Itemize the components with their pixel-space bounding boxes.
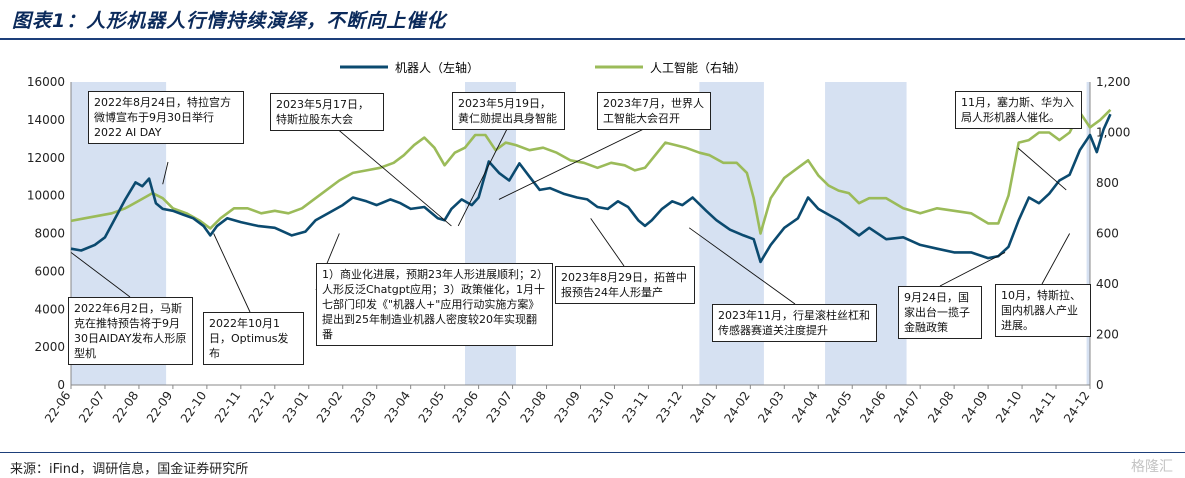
- y-left-tick-label: 8000: [34, 227, 65, 241]
- annotation-financial-policy: 9月24日，国家出台一揽子金融政策: [898, 286, 982, 339]
- annotation-connectors: [70, 120, 1071, 313]
- x-tick-label: 23-06: [450, 389, 481, 426]
- x-tick-label: 23-07: [484, 389, 515, 426]
- shaded-band-4: [1086, 82, 1090, 385]
- x-tick-label: 22-07: [76, 389, 107, 426]
- x-tick-label: 24-02: [721, 389, 752, 426]
- x-tick-label: 23-11: [619, 389, 650, 426]
- y-right-tick-label: 200: [1096, 328, 1119, 342]
- x-tick-label: 22-08: [110, 389, 141, 426]
- x-tick-label: 23-04: [382, 389, 413, 426]
- annotation-connector: [327, 120, 452, 227]
- x-tick-label: 24-05: [823, 389, 854, 426]
- ai-series-line: [70, 108, 1112, 235]
- x-tick-label: 24-11: [1027, 389, 1058, 426]
- x-tick-label: 24-03: [755, 389, 786, 426]
- chart-title: 图表1：人形机器人行情持续演绎，不断向上催化: [12, 10, 447, 32]
- x-tick-label: 22-11: [212, 389, 243, 426]
- x-tick-label: 22-09: [144, 389, 175, 426]
- annotation-connector: [688, 227, 796, 305]
- x-tick-label: 22-10: [178, 389, 209, 426]
- annotation-connector: [70, 252, 131, 298]
- x-tick-label: 24-12: [1061, 389, 1092, 426]
- x-tick-label: 24-04: [789, 389, 820, 426]
- annotation-embodied-ai: 2023年5月19日，黄仁勋提出具身智能: [452, 92, 565, 130]
- x-tick-label: 22-12: [246, 389, 277, 426]
- annotation-wai-conference: 2023年7月，世界人工智能大会召开: [597, 92, 711, 130]
- y-right-tick-label: 400: [1096, 277, 1119, 291]
- x-tick-label: 24-08: [925, 389, 956, 426]
- y-left-tick-label: 4000: [34, 302, 65, 316]
- annotation-connector: [213, 233, 251, 313]
- x-tick-label: 23-10: [585, 389, 616, 426]
- annotation-connector: [162, 161, 169, 185]
- x-tick-label: 24-09: [959, 389, 990, 426]
- y-left-tick-label: 0: [57, 378, 65, 392]
- annotation-tesla-shareholder: 2023年5月17日，特斯拉股东大会: [270, 93, 384, 131]
- x-tick-label: 23-03: [348, 389, 379, 426]
- y-right-tick-label: 600: [1096, 227, 1119, 241]
- legend: 机器人（左轴） 人工智能（右轴）: [340, 60, 746, 75]
- y-left-tick-label: 6000: [34, 264, 65, 278]
- footer-divider: [0, 452, 1185, 453]
- y-left-tick-label: 12000: [27, 151, 65, 165]
- annotation-connector: [457, 126, 509, 227]
- legend-robot-label: 机器人（左轴）: [395, 60, 479, 75]
- robot-series-line: [70, 113, 1112, 264]
- annotation-connector: [939, 252, 1006, 287]
- annotation-seres-huawei: 11月，塞力斯、华为入局人形机器人催化。: [955, 91, 1082, 129]
- legend-ai-label: 人工智能（右轴）: [650, 60, 746, 75]
- annotation-tuopu-forecast: 2023年8月29日，拓普中报预告24年人形量产: [555, 266, 695, 304]
- title-divider: [0, 38, 1185, 40]
- annotation-connector: [498, 123, 655, 200]
- y-right-tick-label: 0: [1096, 378, 1104, 392]
- annotation-connector: [1041, 233, 1071, 285]
- line-chart: 0200040006000800010000120001400016000020…: [27, 60, 1131, 426]
- x-tick-label: 23-05: [416, 389, 447, 426]
- annotation-policy-catalyst: 1）商业化进展，预期23年人形进展顺利；2）人形反泛Chatgpt应用；3）政策…: [316, 263, 553, 346]
- annotation-screw-sensor: 2023年11月，行星滚柱丝杠和传感器赛道关注度提升: [712, 304, 877, 342]
- annotation-connector: [1017, 147, 1067, 191]
- x-tick-label: 24-01: [687, 389, 718, 426]
- y-left-tick-label: 10000: [27, 189, 65, 203]
- annotation-tesla-domestic: 10月，特斯拉、国内机器人产业进展。: [995, 284, 1091, 337]
- watermark-logo: 格隆汇: [1131, 459, 1173, 475]
- y-left-tick-label: 2000: [34, 340, 65, 354]
- x-tick-label: 22-06: [42, 389, 73, 426]
- annotation-optimus-release: 2022年10月1日，Optimus发布: [203, 312, 304, 365]
- series-lines: [70, 108, 1112, 264]
- x-tick-label: 23-09: [551, 389, 582, 426]
- x-tick-label: 23-12: [653, 389, 684, 426]
- annotation-musk-preview: 2022年6月2日，马斯克在推特预告将于9月30日AIDAY发布人形原型机: [68, 297, 193, 365]
- source-note: 来源：iFind，调研信息，国金证券研究所: [10, 462, 249, 477]
- x-tick-label: 24-10: [993, 389, 1024, 426]
- x-tick-label: 23-08: [518, 389, 549, 426]
- annotation-connector: [590, 218, 625, 267]
- y-left-tick-label: 16000: [27, 75, 65, 89]
- annotation-ai-day-announcement: 2022年8月24日，特拉宫方微博宣布于9月30日举行2022 AI DAY: [88, 91, 244, 144]
- y-right-tick-label: 800: [1096, 176, 1119, 190]
- y-left-tick-label: 14000: [27, 113, 65, 127]
- y-right-tick-label: 1,200: [1096, 75, 1130, 89]
- x-tick-label: 23-01: [280, 389, 311, 426]
- x-tick-label: 23-02: [314, 389, 345, 426]
- x-tick-label: 24-06: [857, 389, 888, 426]
- x-tick-label: 24-07: [891, 389, 922, 426]
